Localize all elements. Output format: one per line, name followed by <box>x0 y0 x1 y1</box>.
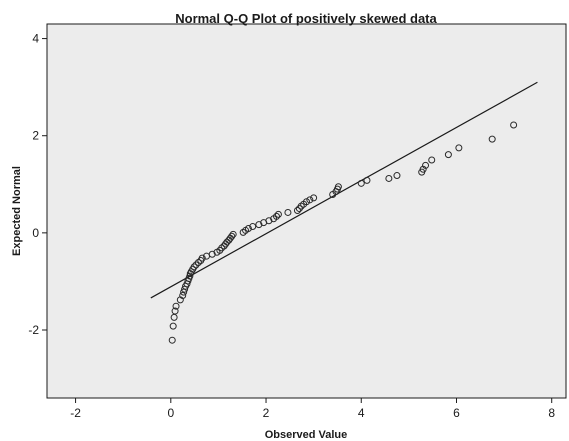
y-tick-label: 2 <box>32 129 39 143</box>
y-tick-label: 0 <box>32 226 39 240</box>
y-tick-label: 4 <box>32 32 39 46</box>
x-axis-ticks: -2 0 2 4 6 8 <box>70 398 555 420</box>
x-tick-label: 0 <box>167 406 174 420</box>
x-tick-label: 8 <box>548 406 555 420</box>
x-tick-label: 2 <box>263 406 270 420</box>
x-tick-label: -2 <box>70 406 81 420</box>
x-tick-label: 6 <box>453 406 460 420</box>
y-axis-title: Expected Normal <box>11 166 23 256</box>
chart-title: Normal Q-Q Plot of positively skewed dat… <box>175 11 437 26</box>
x-tick-label: 4 <box>358 406 365 420</box>
x-axis-title: Observed Value <box>265 429 348 441</box>
y-tick-label: -2 <box>28 323 39 337</box>
y-axis-ticks: -2 0 2 4 <box>28 32 47 337</box>
